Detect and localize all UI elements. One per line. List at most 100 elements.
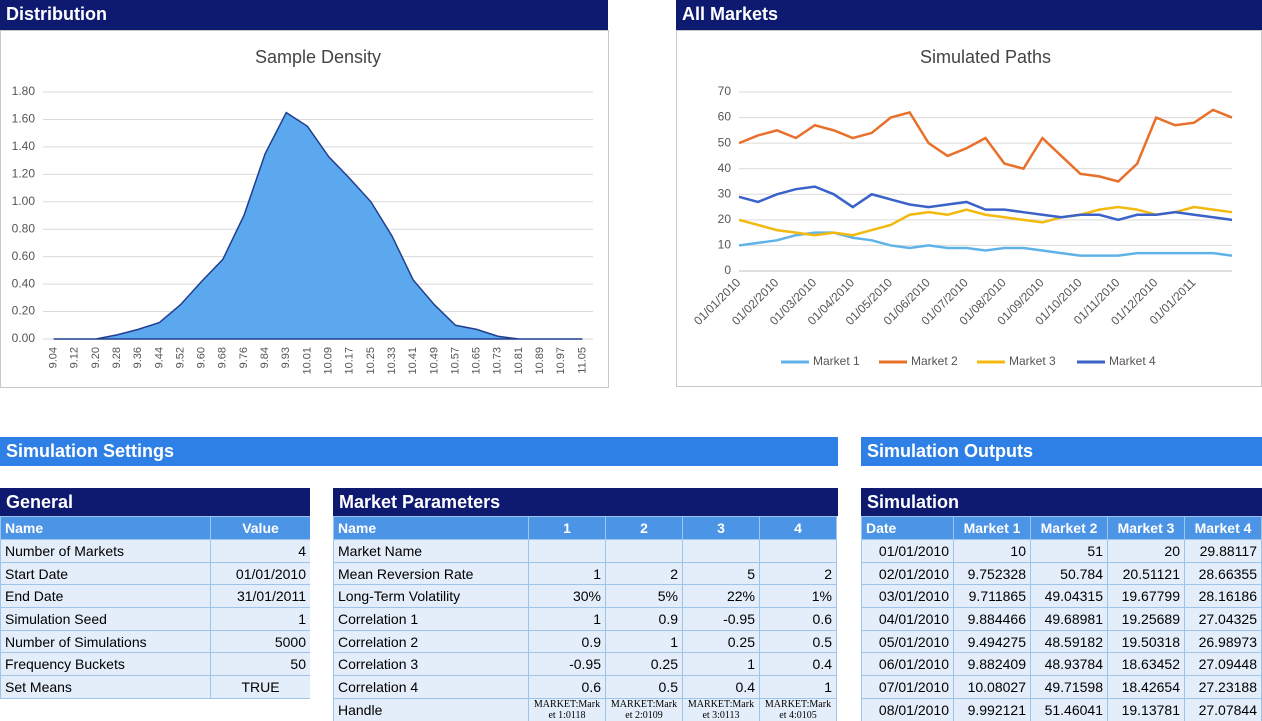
table-cell: Correlation 2 — [333, 629, 529, 654]
table-cell: 0.4 — [682, 675, 760, 699]
y-tick-label: 10 — [718, 238, 732, 252]
x-tick-label: 9.04 — [47, 347, 59, 368]
table-cell: 9.752328 — [953, 561, 1031, 586]
table-cell: 0.5 — [605, 675, 683, 699]
y-tick-label: 0.40 — [12, 276, 36, 290]
table-row: Long-Term Volatility 30% 5% 22% 1% — [333, 584, 837, 609]
table-cell: 20 — [1107, 539, 1185, 563]
legend-label: Market 2 — [911, 354, 958, 368]
table-cell: 10 — [953, 539, 1031, 563]
y-tick-label: 20 — [718, 212, 732, 226]
table-cell: 48.59182 — [1030, 629, 1108, 654]
table-cell: 01/01/2010 — [861, 539, 954, 563]
table-row: Correlation 2 0.9 1 0.25 0.5 — [333, 629, 837, 654]
header-row: Name 1 2 3 4 — [333, 516, 837, 540]
table-cell: 29.88117 — [1184, 539, 1262, 563]
table-cell: 30% — [528, 584, 606, 609]
y-tick-label: 0 — [724, 263, 731, 277]
column-header: Market 2 — [1030, 516, 1108, 540]
table-row: 04/01/2010 9.884466 49.68981 19.25689 27.043… — [861, 607, 1262, 631]
table-cell: 03/01/2010 — [861, 584, 954, 609]
table-row: Number of Simulations 5000 — [0, 629, 310, 654]
x-tick-label: 9.68 — [217, 347, 229, 368]
table-cell: 9.884466 — [953, 607, 1031, 631]
table-cell: 1 — [528, 607, 606, 631]
table-cell: 06/01/2010 — [861, 652, 954, 677]
column-header: Name — [333, 516, 529, 540]
table-row: Simulation Seed 1 — [0, 607, 310, 631]
x-tick-label: 9.12 — [69, 347, 81, 368]
table-cell: 0.25 — [605, 652, 683, 677]
table-cell: 05/01/2010 — [861, 629, 954, 654]
table-cell: 50 — [210, 652, 310, 677]
table-cell: Correlation 1 — [333, 607, 529, 631]
table-cell: 19.50318 — [1107, 629, 1185, 654]
table-cell: 19.13781 — [1107, 697, 1185, 721]
x-tick-label: 10.97 — [555, 347, 567, 375]
x-tick-label: 10.09 — [322, 347, 334, 375]
table-cell: 1 — [759, 675, 837, 699]
table-cell: 22% — [682, 584, 760, 609]
table-cell: 5000 — [210, 629, 310, 654]
table-title: Simulation — [861, 488, 1262, 516]
column-header: 1 — [528, 516, 606, 540]
x-tick-label: 9.76 — [238, 347, 250, 368]
table-cell: 26.98973 — [1184, 629, 1262, 654]
table-cell: 48.93784 — [1030, 652, 1108, 677]
table-cell: 5% — [605, 584, 683, 609]
table-cell: Start Date — [0, 561, 211, 586]
data-table: Name 1 2 3 4 Market Name Mean Reversion Rate 1 2… — [333, 516, 837, 721]
x-tick-label: 11.05 — [576, 347, 588, 374]
x-tick-label: 9.93 — [280, 347, 292, 368]
table-row: End Date 31/01/2011 — [0, 584, 310, 609]
table-cell — [528, 539, 606, 563]
chart-frame: Simulated Paths 0 10 20 30 40 50 60 70 01/01/2010… — [676, 30, 1262, 387]
header-row: Name Value — [0, 516, 310, 540]
table-cell: 51.46041 — [1030, 697, 1108, 721]
panel-header: Distribution — [0, 0, 608, 30]
table-cell: 10.08027 — [953, 675, 1031, 699]
table-row: Number of Markets 4 — [0, 539, 310, 563]
panel-header: All Markets — [676, 0, 1262, 30]
table-cell: 08/01/2010 — [861, 697, 954, 721]
table-cell: 9.882409 — [953, 652, 1031, 677]
y-tick-label: 70 — [718, 84, 732, 98]
table-cell: Market Name — [333, 539, 529, 563]
table-cell: 27.23188 — [1184, 675, 1262, 699]
table-row: 01/01/2010 10 51 20 29.88117 — [861, 539, 1262, 563]
table-cell: 0.9 — [528, 629, 606, 654]
y-tick-label: 60 — [718, 110, 732, 124]
x-tick-label: 10.25 — [365, 347, 377, 375]
table-cell: Simulation Seed — [0, 607, 211, 631]
chart: Simulated Paths01020304050607001/01/2010… — [691, 47, 1233, 368]
x-tick-label: 10.57 — [449, 347, 461, 375]
table-cell: -0.95 — [528, 652, 606, 677]
table-panel: Market Parameters Name 1 2 3 4 Market Name Mean… — [333, 488, 838, 721]
table-cell: 07/01/2010 — [861, 675, 954, 699]
table-cell: Frequency Buckets — [0, 652, 211, 677]
y-tick-label: 0.80 — [12, 221, 36, 235]
y-tick-label: 30 — [718, 186, 732, 200]
table-cell: Correlation 3 — [333, 652, 529, 677]
column-header: Date — [861, 516, 954, 540]
table-row: 08/01/2010 9.992121 51.46041 19.13781 27.078… — [861, 697, 1262, 721]
column-header: 3 — [682, 516, 760, 540]
table-cell: Set Means — [0, 675, 211, 699]
y-tick-label: 1.20 — [12, 167, 36, 181]
table-cell: 4 — [210, 539, 310, 563]
column-header: Market 3 — [1107, 516, 1185, 540]
table-cell: Correlation 4 — [333, 675, 529, 699]
table-row: 03/01/2010 9.711865 49.04315 19.67799 28.161… — [861, 584, 1262, 609]
series-line — [738, 205, 1233, 237]
table-cell: Long-Term Volatility — [333, 584, 529, 609]
table-panel: Simulation Date Market 1 Market 2 Market 3 Ma… — [861, 488, 1262, 721]
table-cell: 0.25 — [682, 629, 760, 654]
table-cell: 0.5 — [759, 629, 837, 654]
x-tick-label: 10.01 — [301, 347, 313, 375]
table-cell — [605, 539, 683, 563]
table-cell: 50.784 — [1030, 561, 1108, 586]
table-row: Set Means TRUE — [0, 675, 310, 699]
table-cell — [682, 539, 760, 563]
column-header: Market 4 — [1184, 516, 1262, 540]
